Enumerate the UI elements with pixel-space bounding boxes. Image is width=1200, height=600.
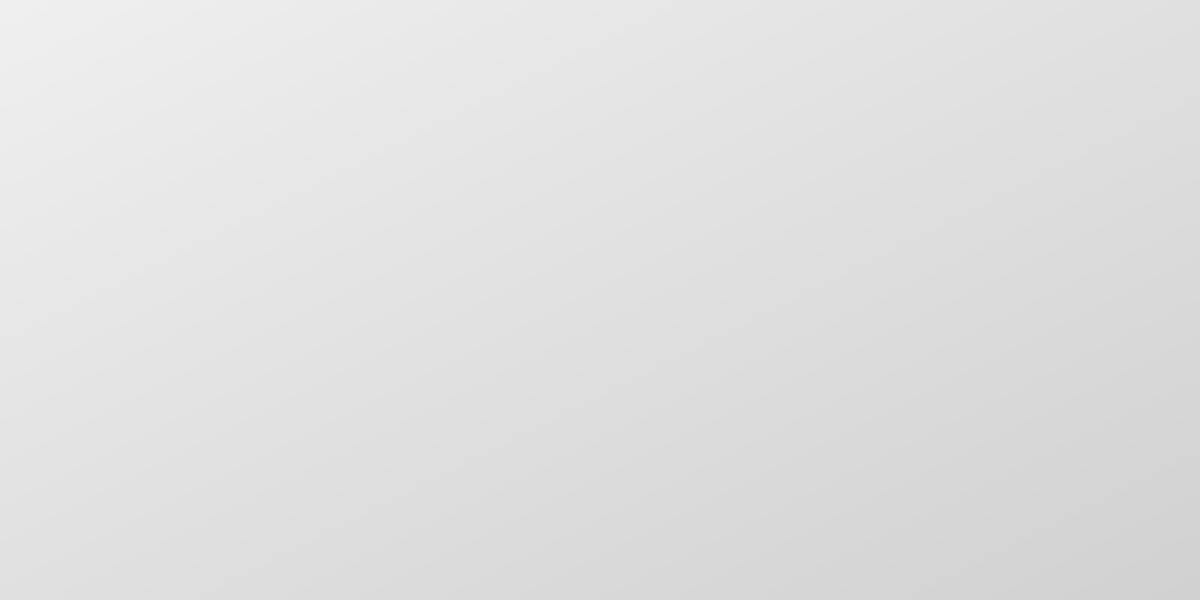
- Bar: [648, 465, 715, 503]
- Text: 2.18: 2.18: [155, 370, 190, 384]
- Bar: [858, 334, 925, 503]
- Bar: [1069, 445, 1136, 503]
- Bar: [1002, 487, 1069, 503]
- Bar: [438, 139, 505, 503]
- Bar: [227, 124, 294, 503]
- Text: Ultra High Purity Silicon Carbide Market, By Regional, 2023 & 2032: Ultra High Purity Silicon Carbide Market…: [110, 15, 901, 39]
- Bar: [791, 466, 858, 503]
- Y-axis label: Market Size in USD Billion: Market Size in USD Billion: [74, 181, 90, 377]
- Bar: [581, 495, 648, 503]
- Bar: [160, 388, 227, 503]
- Bar: [370, 392, 438, 503]
- Legend: 2023, 2032: 2023, 2032: [940, 76, 1145, 103]
